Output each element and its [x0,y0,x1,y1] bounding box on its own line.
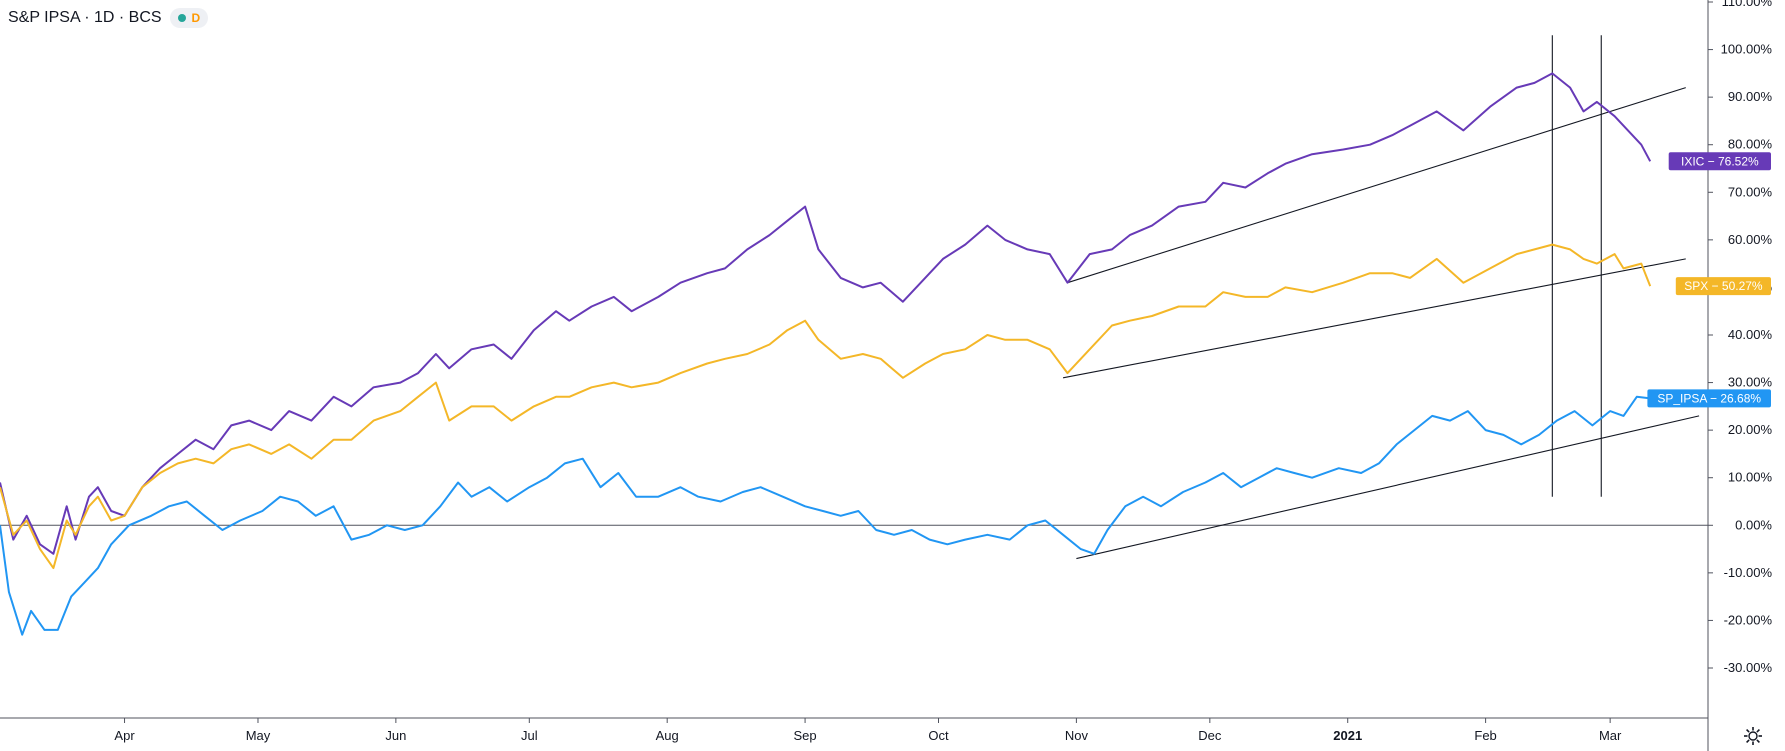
trendline [1076,415,1700,560]
series-line-sp_ipsa [0,395,1651,636]
x-tick-label: 2021 [1333,728,1362,743]
chart-header: S&P IPSA · 1D · BCS D [8,8,209,28]
y-tick-label: 60.00% [1728,232,1773,247]
y-tick-label: 0.00% [1735,517,1772,532]
last-value-label-bg [1675,277,1771,296]
y-tick-label: 110.00% [1722,0,1773,9]
x-tick-label: Mar [1599,728,1622,743]
x-tick-label: Apr [114,728,135,743]
gear-icon[interactable] [1743,726,1763,746]
series-line-spx [0,243,1652,570]
symbol-title[interactable]: S&P IPSA · 1D · BCS [8,9,162,26]
x-tick-label: Jul [521,728,538,743]
status-pills[interactable]: D [169,8,209,28]
y-tick-label: 70.00% [1728,184,1773,199]
y-tick-label: 20.00% [1728,422,1773,437]
trendline [1067,87,1686,284]
trendline [1062,258,1686,379]
delayed-badge: D [191,11,201,25]
x-tick-label: Oct [928,728,949,743]
y-tick-label: 30.00% [1728,375,1773,390]
x-tick-label: Dec [1198,728,1222,743]
last-value-label-bg [1647,389,1771,408]
x-tick-label: Sep [794,728,817,743]
last-value-label: SPX − 50.27% [1684,279,1763,293]
x-tick-label: May [246,728,271,743]
y-tick-label: 80.00% [1728,137,1773,152]
x-tick-label: Feb [1474,728,1496,743]
y-tick-label: -10.00% [1724,565,1773,580]
x-tick-label: Nov [1065,728,1089,743]
y-tick-label: 90.00% [1728,89,1773,104]
y-tick-label: -20.00% [1724,612,1773,627]
x-tick-label: Jun [385,728,406,743]
y-tick-label: 10.00% [1728,470,1773,485]
series-line-ixic [0,72,1652,555]
market-status-dot-icon [177,14,186,22]
last-value-label-bg [1668,152,1771,171]
x-tick-label: Aug [656,728,679,743]
last-value-label: IXIC − 76.52% [1681,154,1759,168]
last-value-label: SP_IPSA − 26.68% [1657,391,1761,405]
y-tick-label: 40.00% [1728,327,1773,342]
y-tick-label: 100.00% [1721,42,1773,57]
y-tick-label: -30.00% [1724,660,1773,675]
